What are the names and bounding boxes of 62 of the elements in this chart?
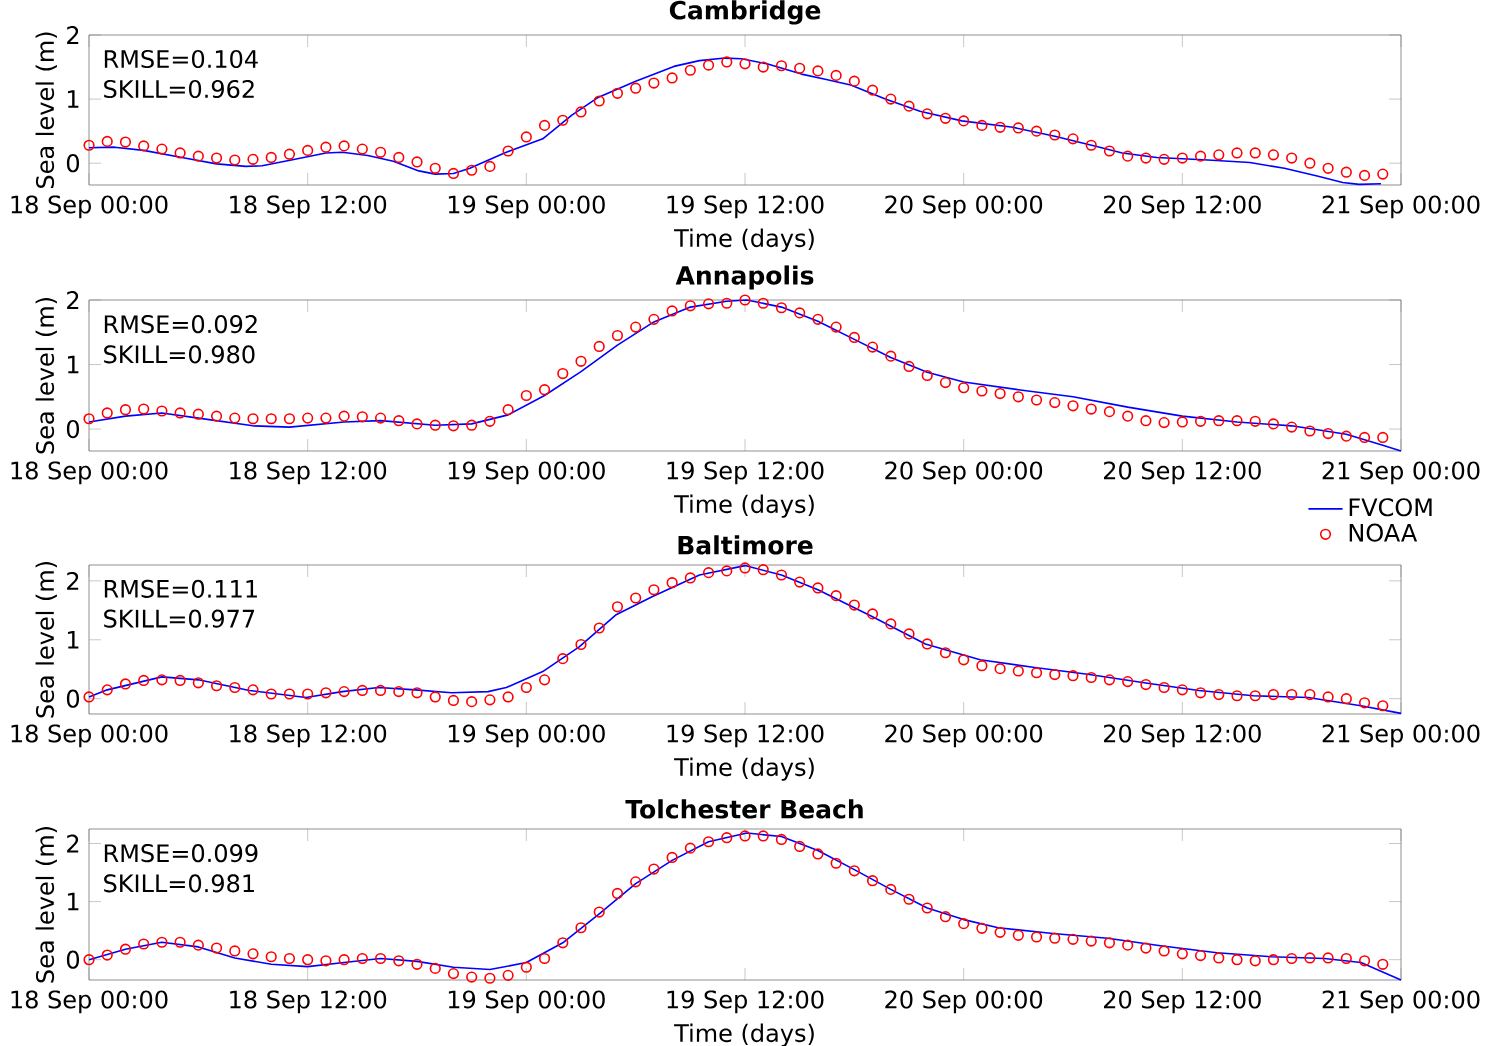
x-axis-title: Time (days) bbox=[674, 757, 814, 781]
annotation: RMSE=0.099 bbox=[104, 844, 258, 863]
y-tick-label: 0 bbox=[66, 689, 80, 708]
x-tick-label: 20 Sep 00:00 bbox=[885, 461, 1043, 485]
y-axis-title: Sea level (m) bbox=[35, 298, 57, 454]
y-tick-label: 1 bbox=[67, 631, 79, 649]
x-axis-title: Time (days) bbox=[674, 228, 814, 252]
x-tick-label: 21 Sep 00:00 bbox=[1322, 195, 1480, 219]
chart-title: Annapolis bbox=[675, 265, 814, 290]
x-tick-label: 20 Sep 12:00 bbox=[1104, 990, 1261, 1014]
x-tick-label: 19 Sep 00:00 bbox=[448, 724, 605, 748]
x-tick-label: 19 Sep 00:00 bbox=[448, 990, 605, 1014]
y-tick-label: 0 bbox=[66, 154, 80, 173]
x-tick-label: 19 Sep 12:00 bbox=[667, 461, 824, 485]
y-axis-title: Sea level (m) bbox=[35, 32, 57, 188]
y-axis-title: Sea level (m) bbox=[35, 827, 57, 983]
x-tick-label: 18 Sep 00:00 bbox=[11, 195, 168, 219]
x-tick-label: 20 Sep 00:00 bbox=[885, 195, 1043, 219]
annotation: RMSE=0.104 bbox=[104, 49, 258, 69]
y-tick-label: 1 bbox=[67, 355, 79, 374]
x-tick-label: 18 Sep 12:00 bbox=[230, 724, 387, 748]
x-axis-title: Time (days) bbox=[674, 494, 814, 518]
y-tick-label: 2 bbox=[67, 834, 79, 853]
annotation: SKILL=0.962 bbox=[104, 79, 254, 99]
x-tick-label: 21 Sep 00:00 bbox=[1322, 461, 1480, 485]
x-tick-label: 19 Sep 12:00 bbox=[667, 195, 824, 219]
annotation: RMSE=0.092 bbox=[104, 315, 257, 334]
x-axis-title: Time (days) bbox=[674, 1023, 814, 1046]
chart-title: Baltimore bbox=[678, 535, 813, 555]
y-tick-label: 2 bbox=[67, 291, 79, 309]
y-tick-label: 2 bbox=[67, 571, 79, 590]
x-tick-label: 19 Sep 12:00 bbox=[667, 990, 824, 1014]
y-tick-label: 2 bbox=[67, 26, 79, 44]
annotation: SKILL=0.981 bbox=[104, 874, 254, 893]
y-tick-label: 0 bbox=[66, 419, 80, 439]
annotation: SKILL=0.980 bbox=[104, 345, 255, 364]
annotation: RMSE=0.111 bbox=[104, 579, 257, 598]
annotation: SKILL=0.977 bbox=[104, 609, 255, 628]
x-tick-label: 19 Sep 12:00 bbox=[667, 724, 824, 748]
x-tick-label: 19 Sep 00:00 bbox=[448, 461, 605, 485]
y-tick-label: 1 bbox=[67, 90, 79, 108]
legend-label: NOAA bbox=[1349, 523, 1418, 542]
x-tick-label: 19 Sep 00:00 bbox=[448, 195, 605, 219]
y-tick-label: 1 bbox=[67, 892, 79, 911]
x-tick-label: 20 Sep 12:00 bbox=[1104, 461, 1261, 485]
x-tick-label: 20 Sep 00:00 bbox=[885, 724, 1043, 748]
x-tick-label: 18 Sep 00:00 bbox=[11, 461, 168, 485]
legend-label: FVCOM bbox=[1349, 498, 1432, 517]
y-tick-label: 0 bbox=[66, 950, 80, 969]
y-axis-title: Sea level (m) bbox=[35, 562, 57, 718]
chart-title: Tolchester Beach bbox=[625, 799, 863, 819]
x-tick-label: 18 Sep 12:00 bbox=[230, 461, 387, 485]
x-tick-label: 20 Sep 12:00 bbox=[1104, 195, 1261, 219]
x-tick-label: 20 Sep 12:00 bbox=[1104, 724, 1261, 748]
x-tick-label: 20 Sep 00:00 bbox=[885, 990, 1043, 1014]
x-tick-label: 18 Sep 12:00 bbox=[230, 990, 387, 1014]
x-tick-label: 18 Sep 00:00 bbox=[11, 724, 168, 748]
x-tick-label: 18 Sep 12:00 bbox=[230, 195, 387, 219]
chart-title: Cambridge bbox=[669, 0, 821, 25]
x-tick-label: 21 Sep 00:00 bbox=[1322, 724, 1480, 748]
x-tick-label: 18 Sep 00:00 bbox=[11, 990, 168, 1014]
x-tick-label: 21 Sep 00:00 bbox=[1322, 990, 1480, 1014]
